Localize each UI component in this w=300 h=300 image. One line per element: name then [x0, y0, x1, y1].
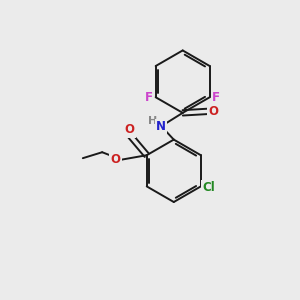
- Text: H: H: [148, 116, 157, 126]
- Text: F: F: [145, 91, 153, 104]
- Text: F: F: [212, 91, 220, 104]
- Text: O: O: [125, 123, 135, 136]
- Text: O: O: [208, 105, 218, 118]
- Text: N: N: [156, 120, 166, 133]
- Text: O: O: [110, 153, 121, 166]
- Text: Cl: Cl: [202, 182, 215, 194]
